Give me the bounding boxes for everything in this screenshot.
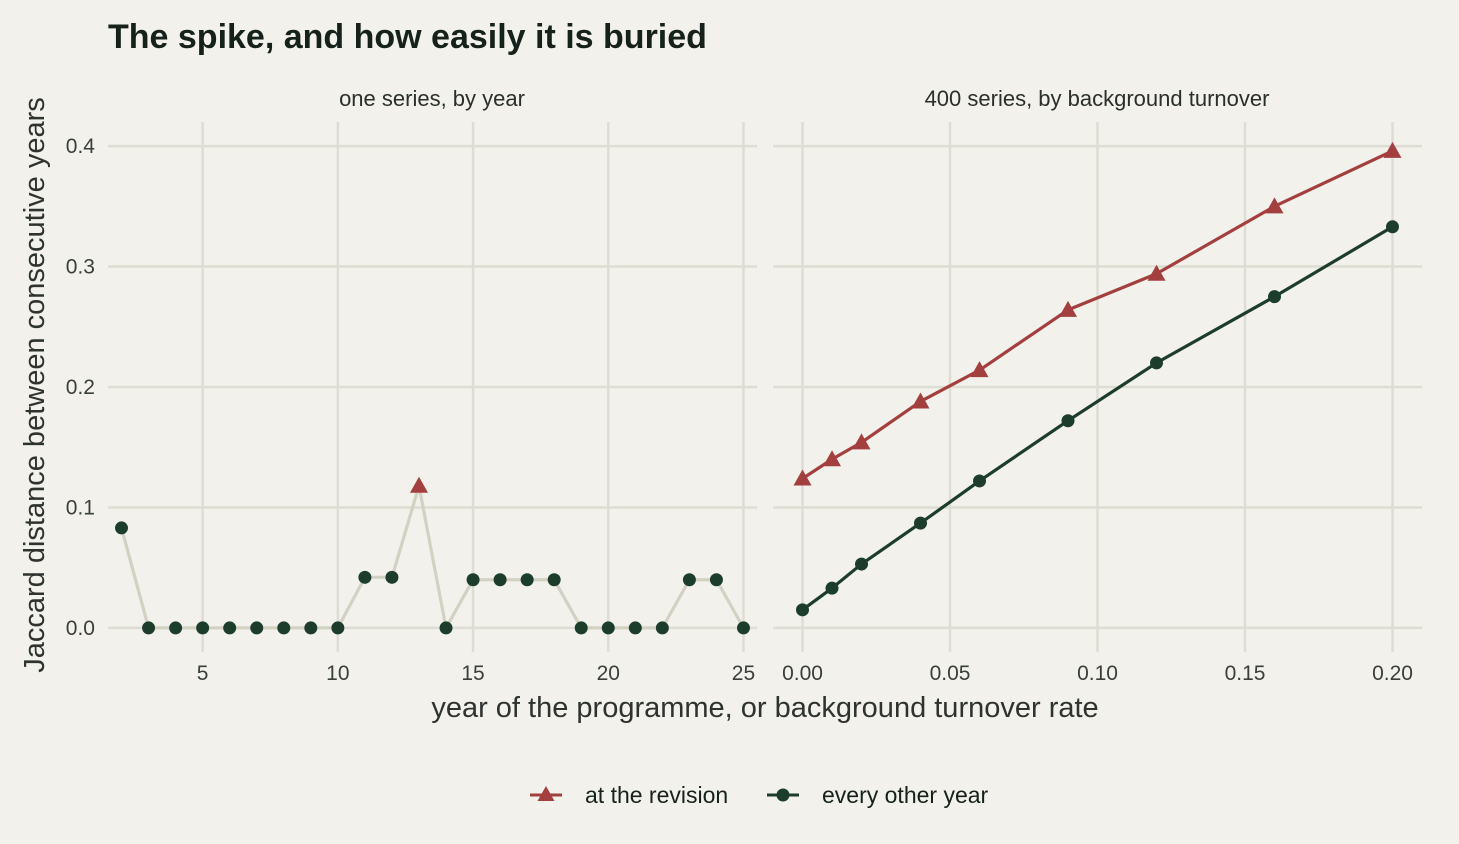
year-point xyxy=(493,573,507,587)
other-year-series-point xyxy=(825,581,839,595)
revision-series-point xyxy=(823,450,841,467)
year-point xyxy=(304,621,318,635)
grid xyxy=(108,122,1422,652)
legend-other-label: every other year xyxy=(822,782,989,808)
year-point xyxy=(601,621,615,635)
panel-2-x-tick-label: 0.00 xyxy=(782,662,823,685)
year-point xyxy=(277,621,291,635)
revision-series-point xyxy=(1147,264,1166,281)
panel-2-strip: 400 series, by background turnover xyxy=(925,86,1270,111)
year-point xyxy=(358,570,372,584)
y-tick-label: 0.1 xyxy=(66,496,95,519)
y-tick-label: 0.4 xyxy=(66,135,96,158)
other-year-series-point xyxy=(1061,414,1075,428)
year-point xyxy=(331,621,345,635)
year-point xyxy=(682,573,696,587)
revision-series-point xyxy=(852,433,871,450)
panel-1-x-tick-label: 5 xyxy=(197,662,209,685)
year-point xyxy=(223,621,237,635)
legend: at the revision every other year xyxy=(530,782,989,808)
year-point xyxy=(169,621,183,635)
other-year-series-point xyxy=(796,603,809,617)
y-axis-title: Jaccard distance between consecutive yea… xyxy=(19,97,51,672)
year-point xyxy=(250,621,264,635)
other-year-series-point xyxy=(914,516,927,530)
chart-title: The spike, and how easily it is buried xyxy=(108,18,707,56)
other-year-series-point xyxy=(1150,356,1163,370)
revision-series-point xyxy=(1265,197,1284,214)
panel-1-strip: one series, by year xyxy=(339,86,525,111)
year-point xyxy=(466,573,480,587)
panel-2-x-tick-label: 0.05 xyxy=(930,662,971,685)
panel-1-x-tick-label: 25 xyxy=(732,662,755,685)
tick-labels: 5 10 15 20 25 0.0 0.1 0.2 0.3 0.4 0.00 0.05 0.10 0.15… xyxy=(66,135,1413,685)
revision-series-point xyxy=(793,469,812,486)
panel-2-x-tick-label: 0.10 xyxy=(1077,662,1118,685)
x-axis-title: year of the programme, or background tur… xyxy=(431,692,1098,724)
year-point xyxy=(736,621,750,635)
legend-other-circle-icon xyxy=(776,788,790,802)
year-point xyxy=(385,570,399,584)
panel-1-x-tick-label: 10 xyxy=(326,662,349,685)
panel-2-x-tick-label: 0.15 xyxy=(1225,662,1266,685)
year-point xyxy=(196,621,210,635)
revision-point xyxy=(409,476,428,493)
other-year-series-point xyxy=(1268,290,1281,304)
year-point xyxy=(628,621,642,635)
revision-series-point xyxy=(911,392,930,409)
year-point xyxy=(520,573,534,587)
other-year-series-point xyxy=(973,474,986,488)
y-tick-label: 0.2 xyxy=(66,376,95,399)
year-point xyxy=(547,573,561,587)
y-tick-label: 0.3 xyxy=(66,256,95,279)
panel-1-x-tick-label: 15 xyxy=(461,662,484,685)
panel-1-x-tick-label: 20 xyxy=(597,662,620,685)
other-year-series-point xyxy=(855,557,868,571)
y-tick-label: 0.0 xyxy=(66,617,95,640)
year-point xyxy=(574,621,588,635)
series-lines xyxy=(119,149,1394,630)
panel-2-x-tick-label: 0.20 xyxy=(1372,662,1413,685)
legend-revision-triangle-icon xyxy=(537,786,555,801)
legend-revision-label: at the revision xyxy=(585,782,728,808)
other-year-series-point xyxy=(1386,220,1399,234)
year-point xyxy=(709,573,723,587)
year-point xyxy=(655,621,669,635)
year-point xyxy=(142,621,156,635)
year-point xyxy=(439,621,453,635)
revision-series-point xyxy=(970,361,989,378)
revision-series-point xyxy=(1383,141,1402,158)
year-point xyxy=(115,521,129,535)
data-points xyxy=(115,141,1402,635)
revision-series-point xyxy=(1059,300,1077,317)
